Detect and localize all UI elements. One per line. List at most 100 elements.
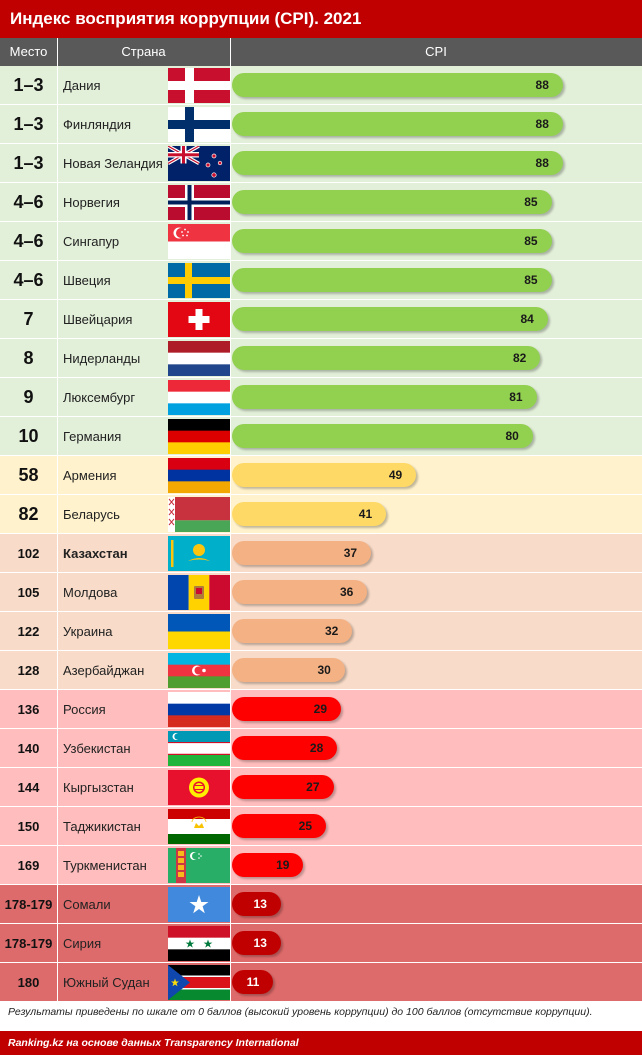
table-row: 140 Узбекистан 28 bbox=[0, 729, 642, 768]
somalia-flag-icon bbox=[168, 887, 230, 922]
rank-label: 102 bbox=[17, 546, 40, 561]
table-row: 102 Казахстан 37 bbox=[0, 534, 642, 573]
rank-label: 105 bbox=[17, 585, 40, 600]
rank-label: 82 bbox=[18, 504, 39, 524]
new-zealand-flag-icon bbox=[168, 146, 230, 181]
rank-label: 122 bbox=[17, 624, 40, 639]
cpi-bar bbox=[232, 424, 533, 448]
country-label: Дания bbox=[63, 78, 101, 93]
kyrgyzstan-flag-icon bbox=[168, 770, 230, 805]
south-sudan-flag-icon bbox=[168, 965, 230, 1000]
cpi-bar bbox=[232, 541, 372, 565]
rank-label: 144 bbox=[17, 780, 40, 795]
cpi-value-label: 13 bbox=[253, 936, 267, 950]
switzerland-flag-icon bbox=[168, 302, 230, 337]
netherlands-flag-icon bbox=[168, 341, 230, 376]
rank-label: 136 bbox=[17, 702, 40, 717]
country-label: Новая Зеландия bbox=[63, 156, 163, 171]
singapore-flag-icon bbox=[168, 224, 230, 259]
denmark-flag-icon bbox=[168, 68, 230, 103]
table-row: 1–3 Финляндия 88 bbox=[0, 105, 642, 144]
table-row: 169 Туркменистан 19 bbox=[0, 846, 642, 885]
country-label: Финляндия bbox=[63, 117, 132, 132]
cpi-bar bbox=[232, 151, 563, 175]
country-label: Кыргызстан bbox=[63, 780, 134, 795]
table-row: 58 Армения 49 bbox=[0, 456, 642, 495]
table-row: 10 Германия 80 bbox=[0, 417, 642, 456]
rank-label: 180 bbox=[17, 975, 40, 990]
rank-label: 4–6 bbox=[13, 270, 44, 290]
country-label: Казахстан bbox=[63, 546, 128, 561]
luxembourg-flag-icon bbox=[168, 380, 230, 415]
table-row: 136 Россия 29 bbox=[0, 690, 642, 729]
country-label: Россия bbox=[63, 702, 106, 717]
armenia-flag-icon bbox=[168, 458, 230, 493]
kazakhstan-flag-icon bbox=[168, 536, 230, 571]
cpi-value-label: 30 bbox=[317, 663, 331, 677]
country-label: Нидерланды bbox=[63, 351, 141, 366]
cpi-bar bbox=[232, 112, 563, 136]
country-label: Южный Судан bbox=[63, 975, 150, 990]
cpi-value-label: 27 bbox=[306, 780, 320, 794]
cpi-value-label: 32 bbox=[324, 624, 339, 638]
rank-label: 178-179 bbox=[4, 897, 53, 912]
cpi-value-label: 49 bbox=[388, 468, 403, 482]
table-row: 7 Швейцария 84 bbox=[0, 300, 642, 339]
moldova-flag-icon bbox=[168, 575, 230, 610]
cpi-value-label: 82 bbox=[512, 351, 527, 365]
cpi-bar bbox=[232, 853, 304, 877]
cpi-value-label: 28 bbox=[309, 741, 324, 755]
rank-label: 140 bbox=[17, 741, 40, 756]
rank-label: 150 bbox=[17, 819, 40, 834]
table-row: 178-179 Сомали 13 bbox=[0, 885, 642, 924]
table-row: 82 Беларусь 41 bbox=[0, 495, 642, 534]
turkmenistan-flag-icon bbox=[168, 848, 230, 883]
cpi-value-label: 80 bbox=[505, 429, 519, 443]
cpi-bar bbox=[232, 229, 552, 253]
cpi-bar bbox=[232, 931, 281, 955]
cpi-bar bbox=[232, 775, 334, 799]
cpi-bar bbox=[232, 268, 552, 292]
rank-label: 128 bbox=[17, 663, 40, 678]
rank-label: 4–6 bbox=[13, 231, 44, 251]
germany-flag-icon bbox=[168, 419, 230, 454]
cpi-value-label: 88 bbox=[535, 156, 549, 170]
uzbekistan-flag-icon bbox=[168, 731, 230, 766]
table-row: 4–6 Сингапур 85 bbox=[0, 222, 642, 261]
cpi-value-label: 19 bbox=[276, 858, 290, 872]
tajikistan-flag-icon bbox=[168, 809, 230, 844]
cpi-bar bbox=[232, 346, 541, 370]
cpi-bar bbox=[232, 736, 338, 760]
rank-label: 169 bbox=[17, 858, 40, 873]
cpi-bar bbox=[232, 580, 368, 604]
cpi-value-label: 29 bbox=[313, 702, 328, 716]
table-header: Место Страна CPI bbox=[0, 38, 642, 66]
cpi-bar bbox=[232, 463, 417, 487]
rank-column-header: Место bbox=[9, 44, 48, 59]
country-label: Армения bbox=[63, 468, 117, 483]
cpi-bar bbox=[232, 73, 563, 97]
ukraine-flag-icon bbox=[168, 614, 230, 649]
finland-flag-icon bbox=[168, 107, 230, 142]
cpi-value-label: 25 bbox=[298, 819, 312, 833]
cpi-bar bbox=[232, 502, 387, 526]
rank-label: 8 bbox=[23, 348, 34, 368]
table-row: 4–6 Норвегия 85 bbox=[0, 183, 642, 222]
cpi-value-label: 88 bbox=[535, 78, 549, 92]
cpi-bar bbox=[232, 658, 345, 682]
country-label: Молдова bbox=[63, 585, 118, 600]
country-label: Германия bbox=[63, 429, 122, 444]
rank-label: 1–3 bbox=[13, 153, 44, 173]
country-label: Сингапур bbox=[63, 234, 120, 249]
country-label: Туркменистан bbox=[63, 858, 147, 873]
cpi-bar bbox=[232, 190, 552, 214]
source-credit: Ranking.kz на основе данных Transparency… bbox=[0, 1031, 642, 1055]
cpi-bar bbox=[232, 385, 537, 409]
cpi-bar bbox=[232, 892, 281, 916]
cpi-value-label: 81 bbox=[509, 390, 523, 404]
rank-label: 1–3 bbox=[13, 75, 44, 95]
cpi-value-label: 85 bbox=[524, 234, 538, 248]
syria-flag-icon bbox=[168, 926, 230, 961]
country-label: Сомали bbox=[63, 897, 111, 912]
cpi-value-label: 41 bbox=[358, 507, 373, 521]
